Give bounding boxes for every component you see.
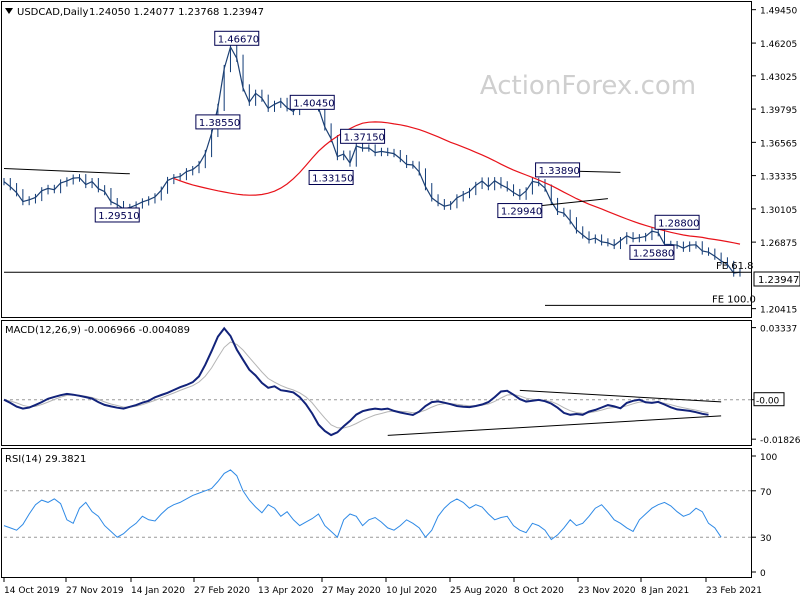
price-tick-label: 1.43025 [760, 73, 797, 83]
price-level-box [629, 244, 675, 260]
macd-value-box [753, 392, 785, 407]
price-level-label: 1.33150 [312, 174, 353, 185]
price-level-box [289, 94, 335, 110]
price-tick-label: 1.49450 [760, 7, 797, 17]
rsi-line [3, 469, 722, 541]
macd-trendline [519, 389, 722, 403]
price-axis-ticks: 1.49450 1.46205 1.43025 1.39795 1.36565 1.333… [751, 7, 797, 316]
rsi-axis-ticks: 100 70 30 0 [751, 453, 777, 579]
time-tick-label: 25 Aug 2020 [450, 586, 508, 596]
macd-signal-line [3, 341, 709, 429]
price-level-box [340, 128, 386, 144]
price-level-label: 1.38550 [199, 118, 240, 129]
price-panel-border [1, 1, 752, 318]
time-tick-label: 23 Feb 2021 [706, 586, 762, 596]
price-level-label: 1.29510 [98, 211, 139, 222]
current-price-box [753, 271, 800, 287]
price-tick-label: 1.30105 [760, 206, 797, 216]
time-tick-label: 27 Nov 2019 [66, 586, 124, 596]
price-level-label: 1.40450 [293, 98, 334, 109]
time-tick-label: 23 Nov 2020 [578, 586, 636, 596]
macd-header: MACD(12,26,9) -0.006966 -0.004089 [5, 325, 190, 336]
time-tick-label: 8 Jan 2021 [641, 586, 689, 596]
time-tick-label: 13 Apr 2020 [258, 586, 314, 596]
price-level-box [195, 114, 241, 130]
time-tick-label: 10 Jul 2020 [386, 586, 437, 596]
ohlc-label: 1.24050 1.24077 1.23768 1.23947 [89, 7, 264, 18]
price-tick-label: 1.46205 [760, 40, 797, 50]
rsi-panel-border [1, 448, 752, 578]
time-tick-label: 27 May 2020 [322, 586, 381, 596]
price-level-box [308, 170, 354, 186]
price-level-box [214, 30, 260, 46]
macd-panel-border [1, 320, 752, 446]
price-annotation-labels: 1.46670 1.38550 1.40450 1.37150 1.33150 1.338… [94, 30, 700, 260]
symbol-label: USDCAD,Daily [17, 7, 88, 18]
time-tick-label: 14 Jan 2020 [131, 586, 185, 596]
macd-series-group: -0.00 [3, 326, 785, 437]
price-tick-label: 1.39795 [760, 106, 797, 116]
time-tick-label: 27 Feb 2020 [194, 586, 250, 596]
rsi-series-group [3, 469, 751, 541]
watermark-text: ActionForex.com [480, 71, 696, 101]
price-level-label: 1.37150 [344, 132, 385, 143]
price-header: USDCAD,Daily 1.24050 1.24077 1.23768 1.2… [5, 7, 264, 18]
macd-value-text: -0.00 [756, 397, 780, 407]
current-price-text: 1.23947 [758, 275, 799, 286]
price-level-box [654, 214, 700, 230]
macd-line [3, 326, 709, 437]
price-level-label: 1.33890 [539, 166, 580, 177]
price-tick-label: 1.26875 [760, 239, 797, 249]
rsi-header: RSI(14) 29.3821 [5, 454, 86, 465]
current-price-tag: 1.23947 [753, 271, 800, 287]
price-level-box [497, 203, 543, 219]
price-level-box [535, 162, 581, 178]
collapse-triangle-icon [5, 8, 13, 14]
price-level-box [94, 207, 140, 223]
time-axis-ticks: 14 Oct 2019 27 Nov 2019 14 Jan 2020 27 Feb … [3, 577, 762, 596]
macd-trendline [387, 415, 722, 436]
rsi-tick-label: 0 [760, 569, 766, 579]
rsi-tick-label: 100 [760, 453, 777, 463]
price-trendline [3, 168, 130, 175]
price-tick-label: 1.33335 [760, 173, 797, 183]
time-tick-label: 8 Oct 2020 [514, 586, 564, 596]
price-level-label: 1.29940 [501, 207, 542, 218]
price-tick-label: 1.20415 [760, 306, 797, 316]
price-tick-label: 1.36565 [760, 139, 797, 149]
price-level-label: 1.25880 [633, 248, 674, 259]
price-level-label: 1.46670 [218, 34, 259, 45]
time-tick-label: 14 Oct 2019 [4, 586, 60, 596]
macd-tick-label: 0.03337 [760, 325, 797, 335]
price-level-label: 1.28800 [658, 218, 699, 229]
fe-61-8-label: FE 61.8 [716, 261, 754, 272]
macd-tick-label: -0.018262 [760, 436, 800, 446]
rsi-tick-label: 30 [760, 534, 772, 544]
rsi-tick-label: 70 [760, 488, 772, 498]
fe-100-label: FE 100.0 [712, 294, 756, 305]
moving-average-line [173, 121, 741, 245]
